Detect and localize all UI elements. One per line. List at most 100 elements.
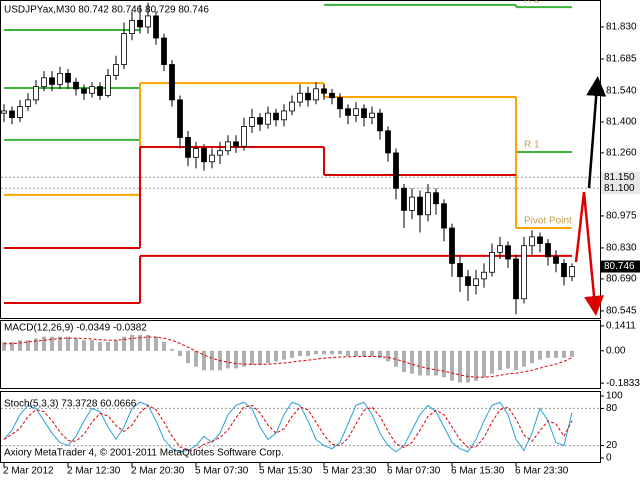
y-tick-label: 80.545 — [606, 306, 637, 317]
macd-bar — [178, 350, 182, 357]
x-tick-label: 2 Mar 2012 — [3, 466, 54, 477]
macd-bar — [458, 350, 462, 383]
macd-bar — [90, 340, 94, 351]
candle-body — [57, 72, 63, 85]
macd-frame — [0, 320, 601, 389]
macd-bar — [18, 340, 22, 351]
macd-bar — [394, 350, 398, 367]
y-tick-label: 100 — [606, 391, 623, 402]
y-tick-label: -0.1833 — [606, 378, 640, 389]
candle-body — [193, 148, 199, 158]
macd-bar — [530, 350, 534, 364]
x-tick-label: 6 Mar 23:30 — [515, 466, 569, 477]
up-arrow — [586, 76, 607, 189]
candle-body — [81, 88, 87, 94]
macd-bar — [474, 350, 478, 381]
macd-bar — [34, 338, 38, 351]
candle-body — [185, 137, 191, 158]
candle-body — [113, 64, 119, 76]
candle-body — [265, 112, 271, 125]
candle-body — [105, 75, 111, 96]
zigzag-arrow — [574, 191, 604, 316]
y-tick-label: 0.1411 — [606, 321, 636, 332]
candle-body — [521, 245, 527, 300]
candle-body — [465, 276, 471, 286]
macd-bar — [466, 350, 470, 383]
last-price-bg — [601, 260, 640, 273]
x-tick-label: 5 Mar 15:30 — [259, 466, 313, 477]
macd-bar — [378, 350, 382, 358]
candle-body — [369, 112, 375, 118]
macd-bar — [546, 350, 550, 358]
macd-bar — [450, 350, 454, 381]
y-tick-label: 0 — [606, 453, 612, 464]
candle-body — [177, 99, 183, 138]
time-axis: 2 Mar 2012 2 Mar 12:30 2 Mar 20:30 5 Mar 07… — [3, 463, 569, 477]
macd-bar — [106, 341, 110, 351]
candle-body — [473, 278, 479, 286]
macd-bar — [258, 350, 262, 365]
candle-body — [169, 64, 175, 101]
macd-bar — [50, 336, 54, 351]
macd-bar — [170, 349, 174, 351]
level-label: Pivot Point — [524, 216, 572, 227]
macd-bar — [434, 350, 438, 376]
macd-bar — [322, 350, 326, 355]
macd-bar — [362, 350, 366, 357]
candle-body — [353, 108, 359, 116]
level-label: R 1 — [524, 140, 540, 151]
y-tick-label: 81.830 — [606, 22, 637, 33]
macd-bar — [242, 350, 246, 367]
macd-signal — [4, 336, 573, 378]
last-price-label: 80.746 — [604, 261, 635, 272]
candle-body — [161, 37, 167, 65]
candle-body — [49, 77, 55, 85]
macd-bar — [2, 341, 6, 351]
candle-body — [433, 192, 439, 205]
macd-bar — [226, 350, 230, 369]
candle-body — [225, 141, 231, 152]
candle-body — [553, 256, 559, 264]
macd-bar — [338, 350, 342, 355]
candle-body — [313, 88, 319, 101]
macd-bar — [298, 350, 302, 357]
macd-bar — [410, 350, 414, 374]
x-tick-label: 2 Mar 20:30 — [131, 466, 185, 477]
candle-body — [513, 258, 519, 300]
candle-body — [89, 86, 95, 94]
level-label: R 2 — [524, 0, 540, 6]
macd-title: MACD(12,26,9) -0.0349 -0.0382 — [4, 323, 147, 334]
candle-body — [305, 92, 311, 101]
macd-bar — [386, 350, 390, 362]
y-tick-label: 81.685 — [606, 54, 637, 65]
macd-bar — [506, 350, 510, 369]
price-label: 81.100 — [604, 183, 635, 194]
candle-body — [345, 108, 351, 116]
candle-body — [289, 101, 295, 112]
price-label-bg — [601, 182, 640, 195]
macd-bar — [10, 341, 14, 351]
candle-body — [457, 263, 463, 278]
x-tick-label: 5 Mar 07:30 — [195, 466, 249, 477]
candle-body — [17, 106, 23, 118]
macd-bar — [266, 350, 270, 364]
macd-bar — [130, 334, 134, 351]
candle-body — [393, 152, 399, 189]
stoch-frame — [0, 391, 601, 463]
y-tick-label: 80.690 — [606, 274, 637, 285]
x-tick-label: 5 Mar 23:30 — [323, 466, 377, 477]
macd-panel: 0.1411 0.00 -0.1833 — [2, 321, 640, 389]
candle-body — [217, 150, 223, 156]
candle-body — [65, 72, 71, 83]
macd-bar — [282, 350, 286, 360]
macd-bar — [314, 350, 318, 355]
macd-bar — [354, 350, 358, 357]
candle-body — [401, 187, 407, 211]
candle-body — [97, 86, 103, 96]
price-label: 81.150 — [604, 172, 635, 183]
candle-body — [505, 245, 511, 260]
macd-bar — [290, 350, 294, 358]
